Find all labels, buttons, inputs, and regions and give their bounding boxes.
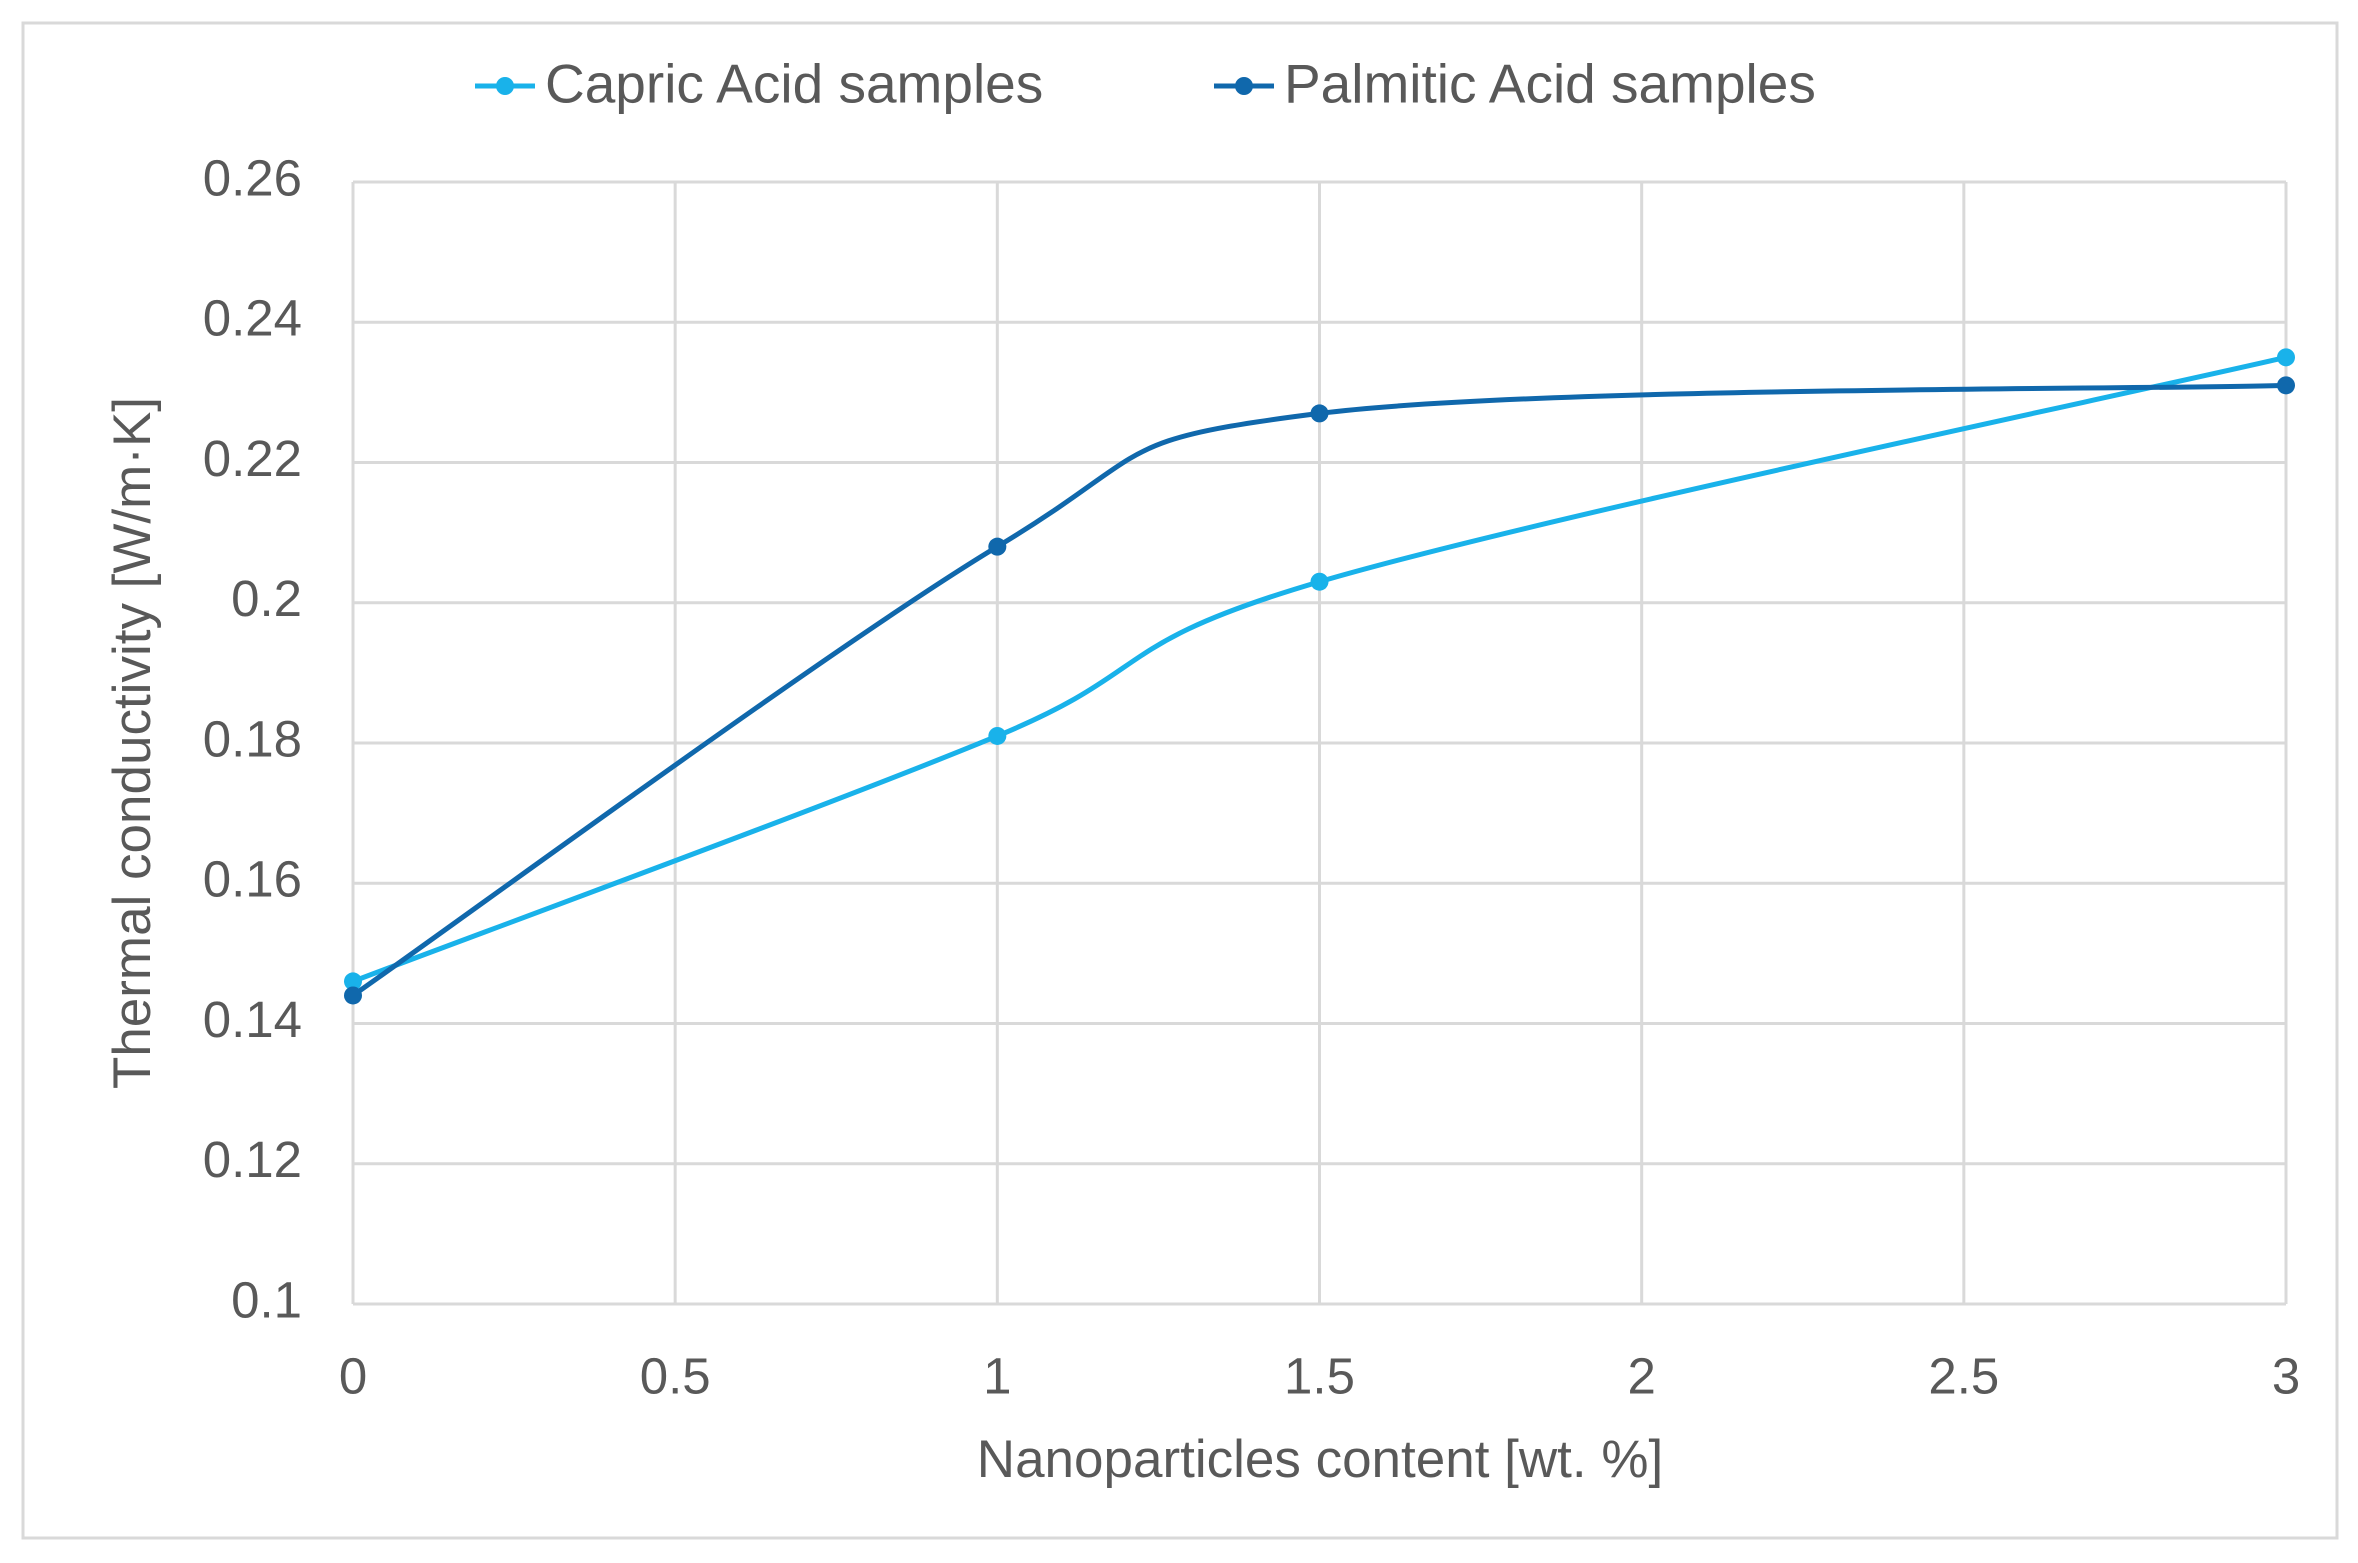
y-tick-label: 0.14 (203, 991, 302, 1048)
legend-label: Capric Acid samples (545, 53, 1043, 115)
x-tick-label: 2.5 (1928, 1347, 1999, 1404)
data-point (988, 537, 1007, 556)
x-tick-label: 1 (983, 1347, 1011, 1404)
x-axis-title: Nanoparticles content [wt. %] (977, 1430, 1663, 1489)
legend-marker (496, 77, 514, 95)
chart-border (21, 21, 2339, 1540)
x-tick-label: 0 (339, 1347, 367, 1404)
x-tick-label: 0.5 (640, 1347, 711, 1404)
data-point (1310, 404, 1329, 423)
x-tick-label: 1.5 (1284, 1347, 1355, 1404)
y-tick-label: 0.16 (203, 851, 302, 908)
y-tick-label: 0.2 (231, 570, 302, 627)
legend-label: Palmitic Acid samples (1284, 53, 1816, 115)
y-tick-label: 0.18 (203, 710, 302, 767)
data-point (344, 972, 362, 991)
y-tick-label: 0.26 (203, 149, 302, 206)
data-point (344, 986, 362, 1005)
y-tick-label: 0.1 (231, 1271, 302, 1328)
legend-marker (1235, 77, 1253, 95)
data-point (2277, 348, 2295, 367)
y-tick-label: 0.22 (203, 430, 302, 487)
data-point (988, 726, 1007, 745)
data-point (2277, 376, 2295, 395)
data-point (1310, 572, 1329, 591)
series-line (352, 354, 2287, 984)
series-line (351, 382, 2287, 998)
x-tick-label: 2 (1627, 1347, 1655, 1404)
y-tick-label: 0.24 (203, 290, 302, 347)
y-tick-label: 0.12 (203, 1131, 302, 1188)
x-tick-label: 3 (2272, 1347, 2300, 1404)
y-axis-title: Thermal conductivity [W/m·K] (103, 397, 162, 1089)
